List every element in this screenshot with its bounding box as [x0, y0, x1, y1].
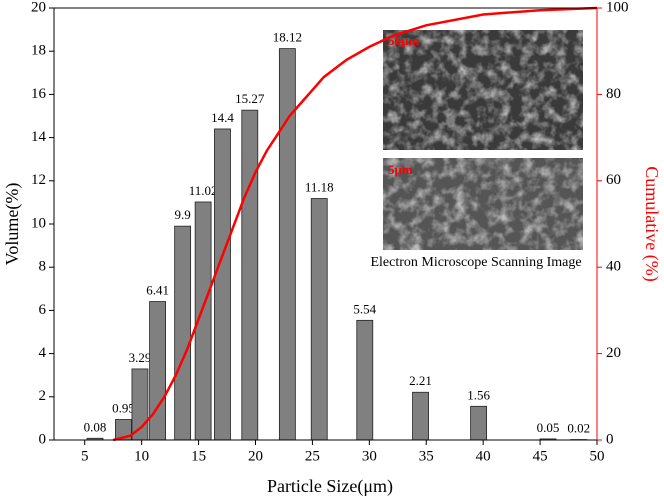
- y-tick-label: 4: [39, 345, 47, 361]
- data-label: 14.4: [211, 110, 234, 125]
- inset-label: 5μm: [388, 162, 413, 177]
- y-tick-label: 0: [39, 431, 47, 447]
- data-label: 2.21: [409, 373, 432, 388]
- bar: [241, 109, 259, 441]
- data-label: 1.56: [467, 387, 490, 402]
- y-tick-label: 20: [31, 0, 46, 15]
- data-label: 3.29: [129, 350, 152, 365]
- data-label: 11.18: [305, 179, 334, 194]
- y-tick-label: 10: [31, 215, 46, 231]
- y2-tick-label: 80: [606, 86, 621, 102]
- bar: [278, 48, 296, 441]
- x-tick-label: 50: [590, 448, 605, 464]
- x-tick-label: 25: [305, 448, 320, 464]
- inset-label: 50μm: [388, 33, 419, 48]
- data-label: 15.27: [235, 91, 265, 106]
- y-tick-label: 14: [31, 129, 47, 145]
- y-tick-label: 8: [39, 259, 47, 275]
- inset-caption: Electron Microscope Scanning Image: [370, 255, 581, 270]
- data-label: 18.12: [273, 30, 302, 45]
- y-tick-label: 16: [31, 86, 47, 102]
- cumulative-line: [112, 6, 598, 442]
- data-label: 0.08: [84, 419, 107, 434]
- sem-image: [383, 30, 583, 250]
- data-label: 0.05: [537, 420, 560, 435]
- y2-tick-label: 100: [606, 0, 629, 15]
- bar: [310, 198, 328, 441]
- bar: [149, 301, 166, 441]
- bar: [214, 128, 231, 441]
- x-tick-label: 5: [81, 448, 89, 464]
- data-label: 11.02: [189, 183, 218, 198]
- y-tick-label: 6: [39, 302, 47, 318]
- y-axis-title: Volume(%): [2, 183, 23, 266]
- y2-tick-label: 40: [606, 259, 621, 275]
- bar: [356, 319, 374, 441]
- bar: [470, 405, 488, 441]
- x-tick-label: 15: [191, 448, 206, 464]
- x-tick-label: 45: [533, 448, 548, 464]
- y2-tick-label: 0: [606, 431, 614, 447]
- y2-axis-title: Cumulative (%): [641, 166, 662, 281]
- y-tick-label: 2: [39, 388, 47, 404]
- y2-tick-label: 20: [606, 345, 621, 361]
- x-tick-label: 30: [362, 448, 377, 464]
- x-tick-label: 20: [248, 448, 263, 464]
- y-tick-label: 18: [31, 43, 46, 59]
- bar: [412, 391, 429, 441]
- bar: [174, 225, 192, 441]
- data-label: 0.02: [567, 421, 590, 436]
- x-axis-title: Particle Size(μm): [267, 476, 393, 497]
- y2-tick-label: 60: [606, 172, 621, 188]
- x-tick-label: 35: [419, 448, 434, 464]
- y-tick-label: 12: [31, 172, 46, 188]
- data-label: 9.9: [175, 207, 191, 222]
- data-label: 0.95: [112, 400, 135, 415]
- data-label: 6.41: [146, 283, 169, 298]
- data-label: 5.54: [353, 301, 376, 316]
- x-tick-label: 10: [134, 448, 149, 464]
- x-tick-label: 40: [476, 448, 491, 464]
